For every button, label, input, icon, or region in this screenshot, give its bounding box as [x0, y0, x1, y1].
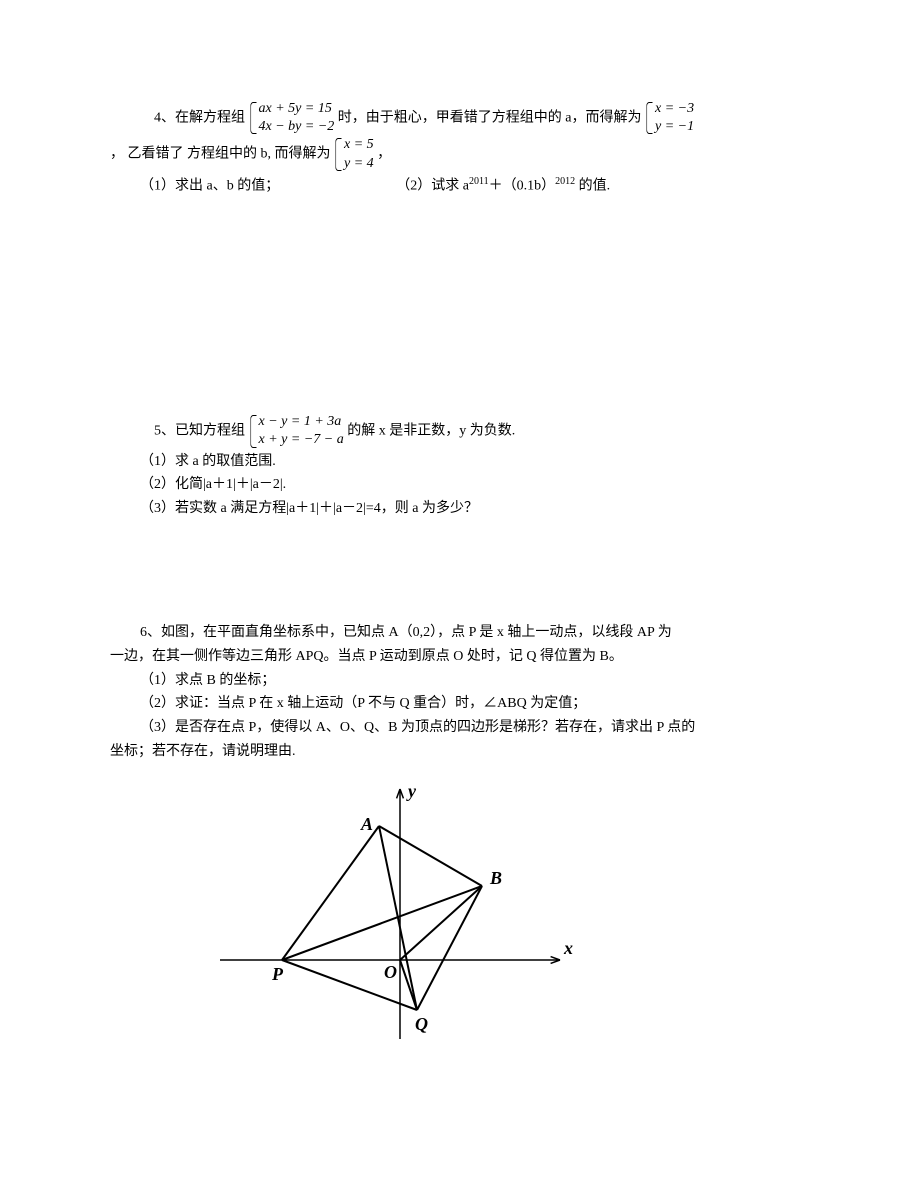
- problem-5: 5、已知方程组 x − y = 1 + 3a x + y = −7 − a 的解…: [110, 413, 810, 521]
- p4-sys2-r1: x = −3: [655, 100, 694, 118]
- p4-sys1-r2: 4x − by = −2: [259, 118, 335, 136]
- gap-4-5: [110, 208, 810, 413]
- svg-text:A: A: [360, 814, 373, 834]
- p4-line2: ， 乙看错了 方程组中的 b, 而得解为 x = 5 y = 4 ，: [110, 136, 810, 172]
- p4-system-2: x = −3 y = −1: [645, 100, 694, 136]
- p6-l1: 6、如图，在平面直角坐标系中，已知点 A（0,2），点 P 是 x 轴上一动点，…: [110, 621, 810, 645]
- p5-prefix: 5、已知方程组: [154, 424, 245, 439]
- p4-q2-end: 的值.: [575, 178, 610, 193]
- p4-q2-label: （2）试求 a: [396, 178, 469, 193]
- p6-figure-wrap: x y A B P O Q: [200, 774, 810, 1063]
- gap-5-6: [110, 531, 810, 621]
- p6-q2: （2）求证：当点 P 在 x 轴上运动（P 不与 Q 重合）时，∠ABQ 为定值…: [110, 692, 810, 716]
- p4-q2-sup2: 2012: [555, 176, 575, 187]
- p4-mid2: 乙看错了 方程组中的 b, 而得解为: [128, 147, 331, 162]
- p4-sys3-r2: y = 4: [344, 155, 374, 173]
- p5-q2: （2）化简|a＋1|＋|a－2|.: [110, 473, 810, 497]
- p4-trailing-comma: ，: [377, 147, 391, 162]
- problem-4: 4、在解方程组 ax + 5y = 15 4x − by = −2 时，由于粗心…: [110, 100, 810, 198]
- p4-sys3-r1: x = 5: [344, 136, 374, 154]
- p6-l2: 一边，在其一侧作等边三角形 APQ。当点 P 运动到原点 O 处时，记 Q 得位…: [110, 645, 810, 669]
- svg-text:x: x: [563, 938, 573, 958]
- p5-q1: （1）求 a 的取值范围.: [110, 450, 810, 474]
- p6-q3a: （3）是否存在点 P，使得以 A、O、Q、B 为顶点的四边形是梯形？若存在，请求…: [110, 716, 810, 740]
- p4-mid1: 时，由于粗心，甲看错了方程组中的 a，而得解为: [338, 110, 642, 125]
- p5-system: x − y = 1 + 3a x + y = −7 − a: [249, 413, 344, 449]
- svg-text:y: y: [406, 781, 417, 801]
- p4-q2-sup1: 2011: [469, 176, 489, 187]
- svg-text:O: O: [384, 962, 397, 982]
- p5-suffix: 的解 x 是非正数，y 为负数.: [347, 424, 515, 439]
- p4-q2-mid: ＋（0.1b）: [489, 178, 556, 193]
- p4-line1: 4、在解方程组 ax + 5y = 15 4x − by = −2 时，由于粗心…: [110, 100, 810, 136]
- p4-sys2-r2: y = −1: [655, 118, 694, 136]
- coordinate-diagram: x y A B P O Q: [200, 774, 580, 1054]
- p5-line1: 5、已知方程组 x − y = 1 + 3a x + y = −7 − a 的解…: [110, 413, 810, 449]
- problem-6: 6、如图，在平面直角坐标系中，已知点 A（0,2），点 P 是 x 轴上一动点，…: [110, 621, 810, 1063]
- p5-q3: （3）若实数 a 满足方程|a＋1|＋|a－2|=4，则 a 为多少？: [110, 497, 810, 521]
- p4-sys1-r1: ax + 5y = 15: [259, 100, 335, 118]
- p4-q1: （1）求出 a、b 的值；: [140, 178, 279, 193]
- p4-questions: （1）求出 a、b 的值； （2）试求 a2011＋（0.1b）2012 的值.: [110, 173, 810, 198]
- p4-prefix: 4、在解方程组: [154, 110, 245, 125]
- svg-text:P: P: [271, 964, 284, 984]
- svg-text:Q: Q: [415, 1014, 428, 1034]
- svg-text:B: B: [489, 868, 502, 888]
- p5-sys-r1: x − y = 1 + 3a: [259, 413, 344, 431]
- p6-q1: （1）求点 B 的坐标；: [110, 669, 810, 693]
- p5-sys-r2: x + y = −7 − a: [259, 431, 344, 449]
- p4-leading-comma: ，: [110, 147, 124, 162]
- p4-system-3: x = 5 y = 4: [334, 136, 374, 172]
- p4-system-1: ax + 5y = 15 4x − by = −2: [249, 100, 335, 136]
- page-content: 4、在解方程组 ax + 5y = 15 4x − by = −2 时，由于粗心…: [0, 0, 920, 1133]
- p6-q3b: 坐标；若不存在，请说明理由.: [110, 740, 810, 764]
